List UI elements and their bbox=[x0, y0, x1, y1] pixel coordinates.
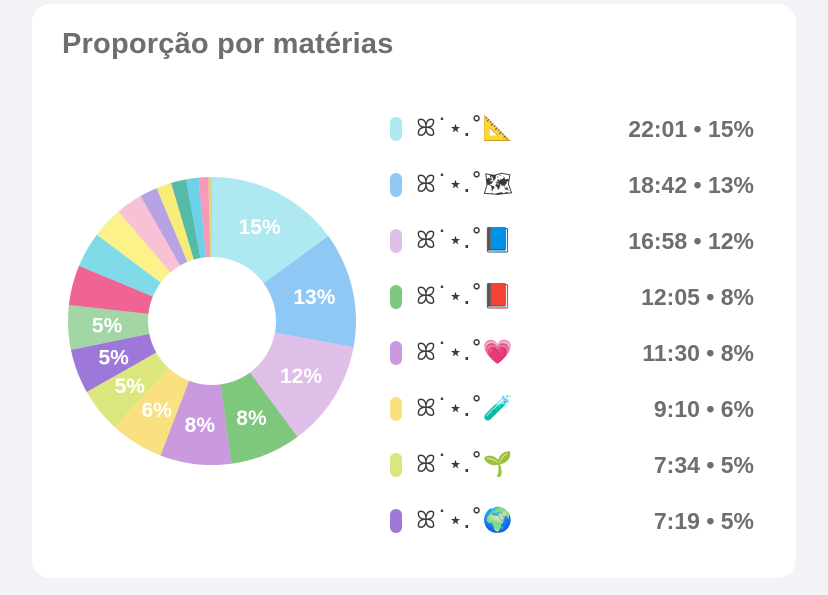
legend-value: 18:42 • 13% bbox=[628, 172, 754, 198]
proportion-card: Proporção por matérias 15% 13% 12% 8% 8% 6% 5%… bbox=[32, 4, 796, 578]
legend-item: ꕤ˙⋆.˚📘 16:58 • 12% bbox=[390, 214, 760, 270]
slice-label: 5% bbox=[115, 375, 146, 398]
donut-slice bbox=[160, 380, 232, 465]
legend-item: ꕤ˙⋆.˚📕 12:05 • 8% bbox=[390, 270, 760, 326]
donut-chart: 15%13%12%8%8%6%5%5%5% bbox=[68, 177, 356, 465]
slice-label: 8% bbox=[185, 414, 216, 437]
legend-swatch bbox=[390, 173, 402, 197]
legend: ꕤ˙⋆.˚📐 22:01 • 15% ꕤ˙⋆.˚🗺 18:42 • 13% ꕤ˙… bbox=[390, 102, 760, 550]
legend-swatch bbox=[390, 509, 402, 533]
donut-slice bbox=[220, 372, 298, 464]
legend-label: ꕤ˙⋆.˚🧪 bbox=[416, 394, 513, 422]
slice-label: 13% bbox=[293, 286, 335, 309]
legend-swatch bbox=[390, 397, 402, 421]
donut-slice bbox=[78, 234, 161, 297]
card-title: Proporção por matérias bbox=[62, 28, 394, 60]
legend-item: ꕤ˙⋆.˚📐 22:01 • 15% bbox=[390, 102, 760, 158]
legend-swatch bbox=[390, 229, 402, 253]
donut-slice bbox=[198, 177, 211, 258]
donut-slice bbox=[96, 211, 171, 283]
donut-slice bbox=[70, 333, 157, 392]
donut-slice bbox=[140, 188, 188, 266]
donut-slice bbox=[156, 182, 194, 262]
donut-slice bbox=[114, 368, 190, 456]
legend-swatch bbox=[390, 453, 402, 477]
legend-value: 7:19 • 5% bbox=[653, 508, 754, 534]
donut-slice bbox=[263, 236, 356, 348]
slice-label: 8% bbox=[236, 407, 267, 430]
legend-label: ꕤ˙⋆.˚📐 bbox=[416, 114, 513, 142]
slice-label: 12% bbox=[280, 365, 322, 388]
slice-label: 5% bbox=[99, 346, 130, 369]
legend-item: ꕤ˙⋆.˚🗺 18:42 • 13% bbox=[390, 158, 760, 214]
legend-swatch bbox=[390, 341, 402, 365]
donut-slice bbox=[171, 179, 201, 260]
legend-value: 22:01 • 15% bbox=[628, 116, 754, 142]
donut-slice bbox=[86, 352, 169, 428]
legend-value: 16:58 • 12% bbox=[628, 228, 754, 254]
legend-item: ꕤ˙⋆.˚🌱 7:34 • 5% bbox=[390, 438, 760, 494]
slice-label: 15% bbox=[239, 216, 281, 239]
donut-slice bbox=[250, 332, 354, 437]
slice-label: 5% bbox=[92, 314, 123, 337]
legend-item: ꕤ˙⋆.˚🧪 9:10 • 6% bbox=[390, 382, 760, 438]
legend-item: ꕤ˙⋆.˚🌍 7:19 • 5% bbox=[390, 494, 760, 550]
legend-label: ꕤ˙⋆.˚🌱 bbox=[416, 450, 513, 478]
donut-slice bbox=[185, 177, 206, 259]
donut-slice bbox=[208, 177, 212, 258]
legend-value: 12:05 • 8% bbox=[641, 284, 754, 310]
legend-value: 11:30 • 8% bbox=[642, 340, 754, 366]
legend-value: 7:34 • 5% bbox=[653, 452, 754, 478]
legend-swatch bbox=[390, 117, 402, 141]
legend-swatch bbox=[390, 285, 402, 309]
donut-slice bbox=[68, 305, 150, 350]
legend-label: ꕤ˙⋆.˚📘 bbox=[416, 226, 513, 254]
slice-label: 6% bbox=[142, 399, 173, 422]
donut-slice bbox=[118, 196, 181, 273]
donut-slice bbox=[212, 177, 329, 284]
legend-label: ꕤ˙⋆.˚💗 bbox=[416, 338, 513, 366]
legend-label: ꕤ˙⋆.˚🌍 bbox=[416, 506, 513, 534]
legend-item: ꕤ˙⋆.˚💗 11:30 • 8% bbox=[390, 326, 760, 382]
legend-label: ꕤ˙⋆.˚📕 bbox=[416, 282, 513, 310]
legend-value: 9:10 • 6% bbox=[653, 396, 754, 422]
donut-slice bbox=[68, 265, 153, 314]
legend-label: ꕤ˙⋆.˚🗺 bbox=[416, 170, 514, 198]
